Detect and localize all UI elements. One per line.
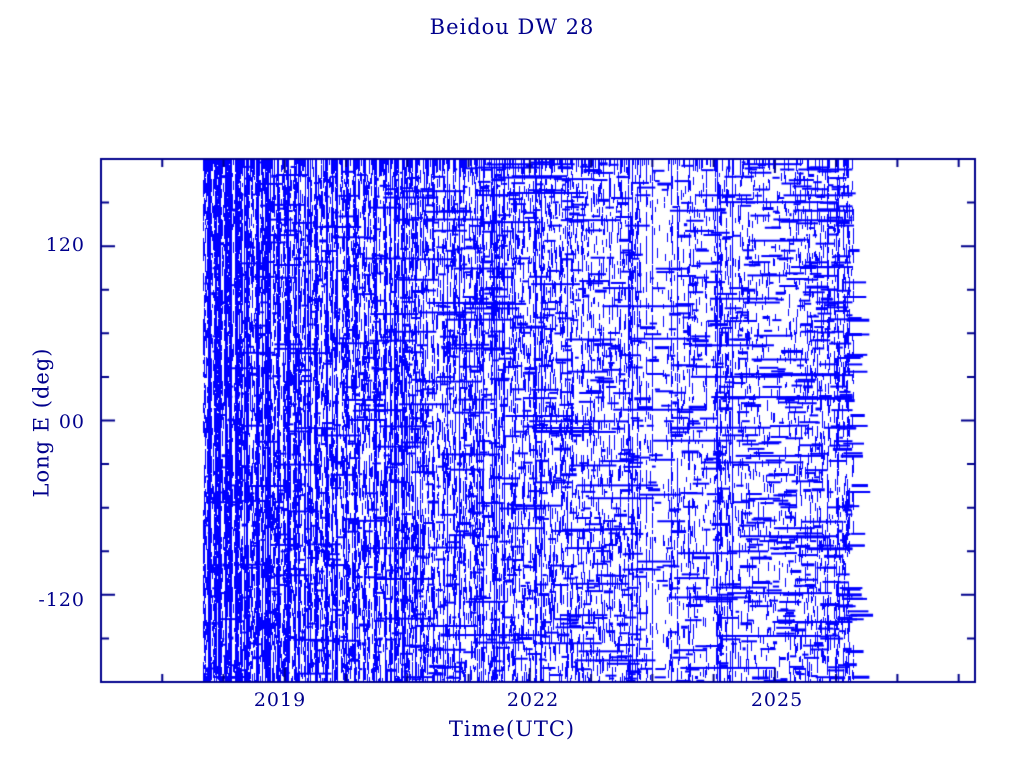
x-tick-label-2022: 2022	[506, 689, 560, 711]
x-tick-label-2025: 2025	[750, 689, 804, 711]
x-tick-label-2019: 2019	[253, 689, 307, 711]
y-tick-label-minus-120: -120	[38, 589, 85, 611]
chart-title: Beidou DW 28	[429, 15, 595, 39]
y-tick-label-120: 120	[45, 234, 85, 256]
y-tick-label-0: 00	[58, 411, 85, 433]
x-axis-label: Time(UTC)	[448, 717, 576, 741]
